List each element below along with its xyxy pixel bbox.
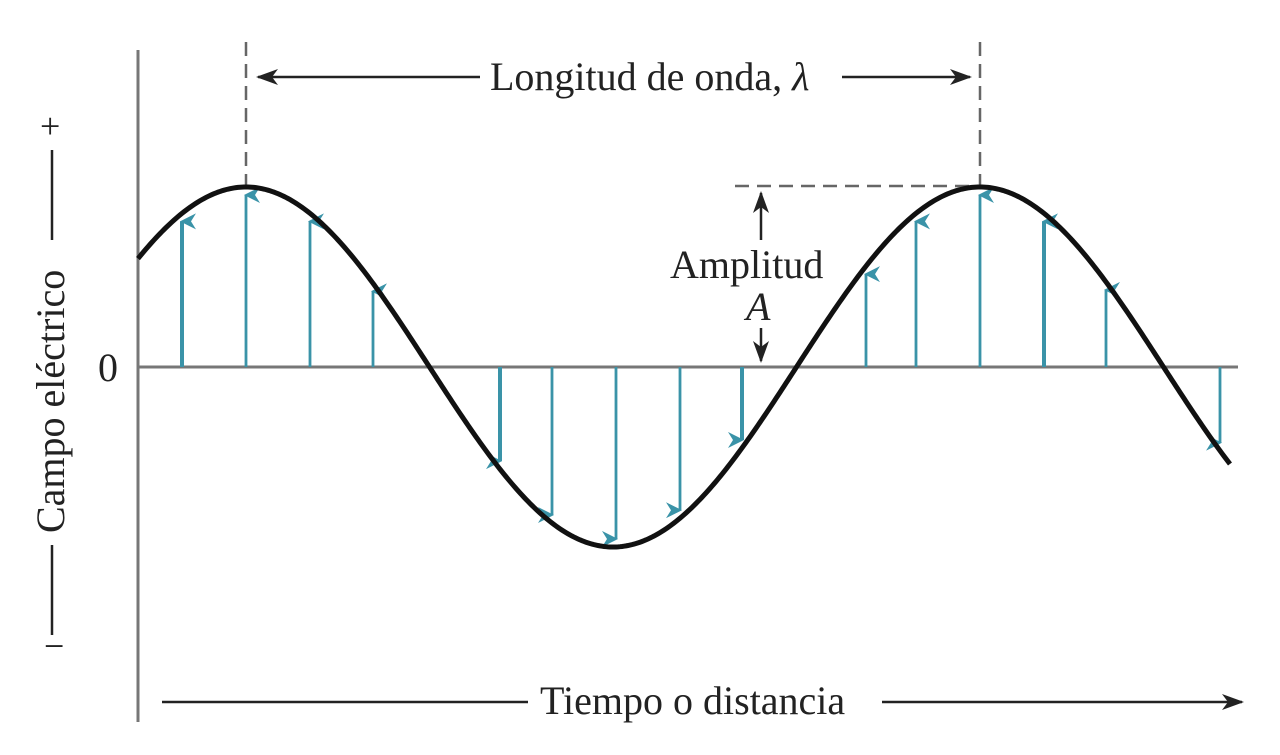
y-axis-label: Campo eléctrico (28, 270, 73, 533)
amplitude-label: Amplitud (670, 242, 823, 287)
field-arrows (180, 187, 1222, 547)
x-axis-label: Tiempo o distancia (540, 678, 845, 723)
minus-label: − (44, 626, 64, 666)
wavelength-label: Longitud de onda, λ (490, 54, 810, 99)
plus-label: + (40, 106, 60, 146)
sine-wave (136, 184, 1232, 550)
zero-label: 0 (98, 345, 118, 390)
amplitude-symbol: A (743, 284, 771, 329)
